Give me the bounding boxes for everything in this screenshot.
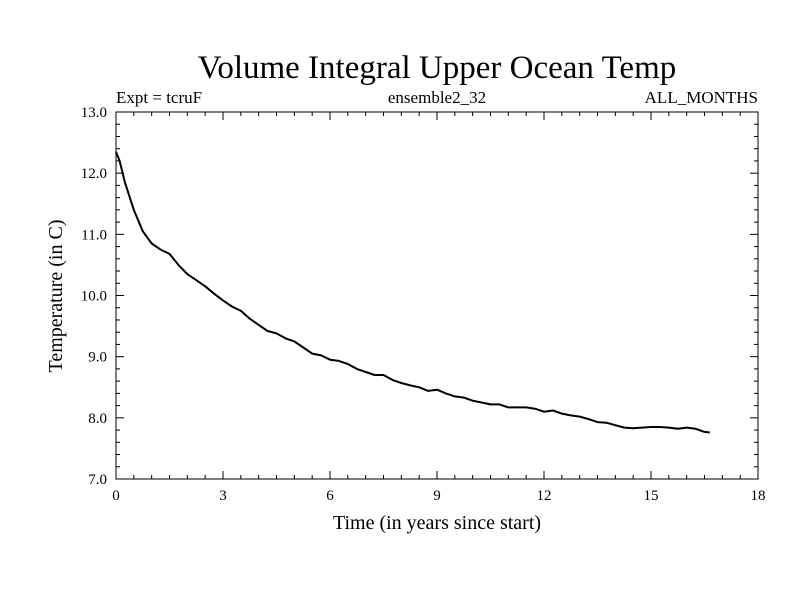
months-label: ALL_MONTHS <box>645 88 758 107</box>
y-axis-label: Temperature (in C) <box>45 220 67 373</box>
axis-ticks <box>115 111 759 480</box>
x-tick-label: 6 <box>326 488 334 504</box>
y-tick-label: 12.0 <box>81 166 107 182</box>
x-axis-label: Time (in years since start) <box>333 512 541 534</box>
chart-title: Volume Integral Upper Ocean Temp <box>198 50 676 86</box>
x-tick-label: 18 <box>751 488 766 504</box>
x-tick-label: 0 <box>112 488 120 504</box>
ensemble-label: ensemble2_32 <box>388 88 486 107</box>
temperature-series-line <box>115 151 710 434</box>
x-tick-label: 12 <box>537 488 552 504</box>
plot-frame <box>115 111 759 480</box>
y-tick-label: 8.0 <box>88 411 107 427</box>
y-tick-label: 11.0 <box>81 227 107 243</box>
experiment-label: Expt = tcruF <box>116 88 202 107</box>
y-tick-label: 9.0 <box>88 350 107 366</box>
y-tick-label: 10.0 <box>81 289 107 305</box>
x-tick-label: 15 <box>644 488 659 504</box>
y-tick-label: 7.0 <box>88 472 107 488</box>
x-tick-label: 3 <box>219 488 227 504</box>
axis-tick-labels: 0 3 6 9 12 15 18 7.0 8.0 9.0 10.0 11.0 12.0 13.0 <box>81 105 766 504</box>
x-tick-label: 9 <box>433 488 441 504</box>
y-tick-label: 13.0 <box>81 105 107 121</box>
